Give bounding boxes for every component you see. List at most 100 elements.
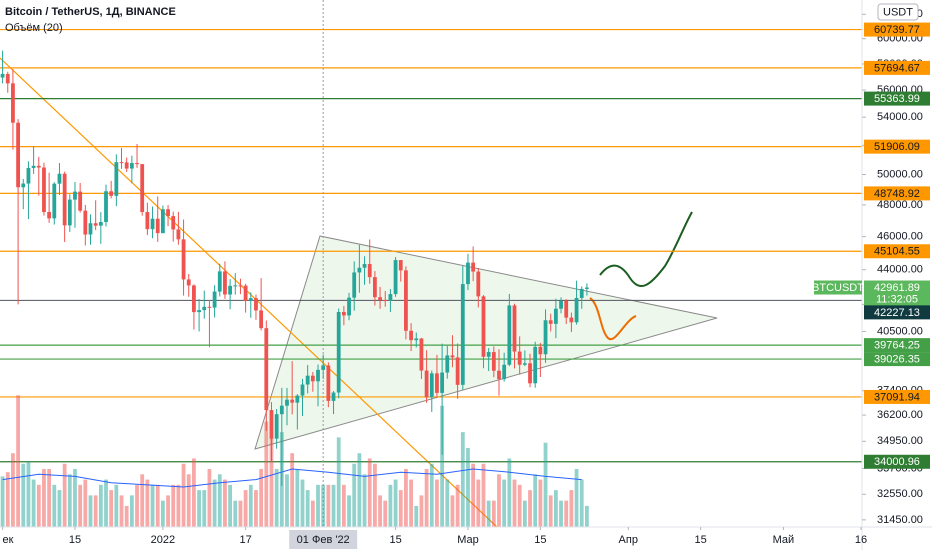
y-tick-label: 48000.00 (877, 199, 923, 211)
volume-bar (228, 484, 233, 527)
candle-body (83, 210, 88, 235)
volume-bar (78, 484, 83, 527)
candle-body (378, 297, 382, 301)
volume-bar (16, 395, 20, 527)
currency-button-label[interactable]: USDT (883, 6, 913, 18)
volume-bar (585, 505, 589, 527)
volume-bar (109, 490, 114, 527)
volume-bar (310, 500, 315, 527)
volume-bar (579, 479, 584, 527)
candle-body (388, 294, 393, 301)
x-tick-label: Апр (619, 534, 638, 546)
candle-body (290, 399, 295, 403)
candle-body (78, 191, 83, 211)
volume-bar (57, 490, 62, 527)
volume-bar (435, 479, 439, 527)
symbol-label: BTCUSDT (812, 282, 864, 294)
x-tick-label: 17 (239, 534, 251, 546)
candle-body (73, 191, 77, 200)
volume-bar (559, 500, 563, 527)
candle-body (336, 311, 341, 393)
volume-bar (47, 469, 52, 527)
candle-body (295, 395, 300, 403)
currency-button[interactable] (877, 3, 919, 21)
volume-bar (429, 463, 434, 527)
volume-bar (42, 469, 46, 527)
level-label: 39026.35 (874, 353, 920, 365)
candle-body (331, 392, 336, 401)
volume-bar (212, 479, 217, 527)
plot-area (0, 0, 862, 527)
candle-body (109, 191, 114, 196)
volume-bar (548, 495, 553, 527)
candle-body (42, 167, 46, 213)
volume-bar (104, 479, 108, 527)
indicator-title: Объём (20) (5, 22, 63, 34)
current-price-box (864, 280, 930, 307)
chart-title: Bitcoin / TetherUS, 1Д, BINANCE (5, 6, 176, 18)
level-label-box (864, 244, 930, 259)
candle-body (98, 221, 103, 226)
candle-body (155, 218, 160, 234)
x-tick-label: 15 (69, 534, 81, 546)
volume-bar (98, 484, 103, 527)
volume-bar (119, 495, 124, 527)
volume-bar (491, 500, 496, 527)
crosshair-date-label: 01 Фев '22 (297, 534, 350, 546)
volume-bar (83, 479, 88, 527)
candle-body (471, 262, 476, 272)
candle-body (352, 272, 357, 298)
axes: 31450.0032550.0033700.0034950.0036200.00… (2, 8, 930, 549)
candle-body (440, 372, 445, 393)
level-label-box (864, 352, 930, 367)
candle-body (248, 298, 253, 301)
volume-bar (166, 495, 170, 527)
candle-body (140, 164, 145, 213)
volume-bar (507, 458, 512, 527)
volume-bar (207, 469, 212, 527)
candle-body (585, 287, 589, 289)
volume-bar (424, 469, 429, 527)
green-drawing (599, 211, 693, 288)
candle-body (404, 270, 408, 331)
symbol-label-box (814, 280, 862, 295)
orange-drawing (589, 297, 637, 341)
level-label-box (864, 389, 930, 404)
volume-bar (248, 484, 253, 527)
candle-body (269, 410, 274, 439)
volume-bar (538, 479, 543, 527)
volume-bar (414, 505, 419, 527)
candle-body (398, 260, 403, 271)
level-label-box (864, 338, 930, 353)
volume-bar (481, 463, 486, 527)
volume-bar (398, 490, 403, 527)
level-label: 37091.94 (874, 391, 920, 403)
x-tick-label: 15 (389, 534, 401, 546)
volume-bar (341, 484, 346, 527)
volume-bar (347, 495, 351, 527)
volume-bar (372, 463, 377, 527)
candle-body (393, 260, 398, 295)
candle-body (47, 212, 52, 219)
y-tick-label: 54000.00 (877, 111, 923, 123)
candle-body (5, 73, 10, 84)
volume-bar (553, 490, 558, 527)
volume-bar (238, 500, 243, 527)
candle-body (274, 414, 279, 439)
volume-bar (569, 490, 574, 527)
y-tick-label: 32550.00 (877, 488, 923, 500)
candle-body (0, 73, 5, 78)
candle-body (129, 163, 134, 169)
volume-bar (73, 469, 77, 527)
level-label: 34000.96 (874, 456, 920, 468)
candle-body (528, 363, 532, 384)
volume-bar (316, 484, 320, 527)
volume-bar (574, 469, 579, 527)
volume-bar (564, 500, 569, 527)
volume-bar (192, 458, 196, 527)
candle-body (264, 328, 269, 411)
candle-body (217, 271, 222, 292)
volume-bar (285, 474, 289, 527)
volume-bar (533, 474, 538, 527)
